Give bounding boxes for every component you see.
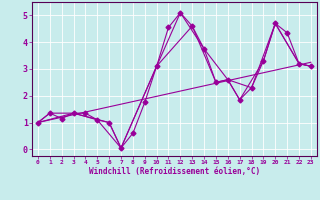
X-axis label: Windchill (Refroidissement éolien,°C): Windchill (Refroidissement éolien,°C) <box>89 167 260 176</box>
